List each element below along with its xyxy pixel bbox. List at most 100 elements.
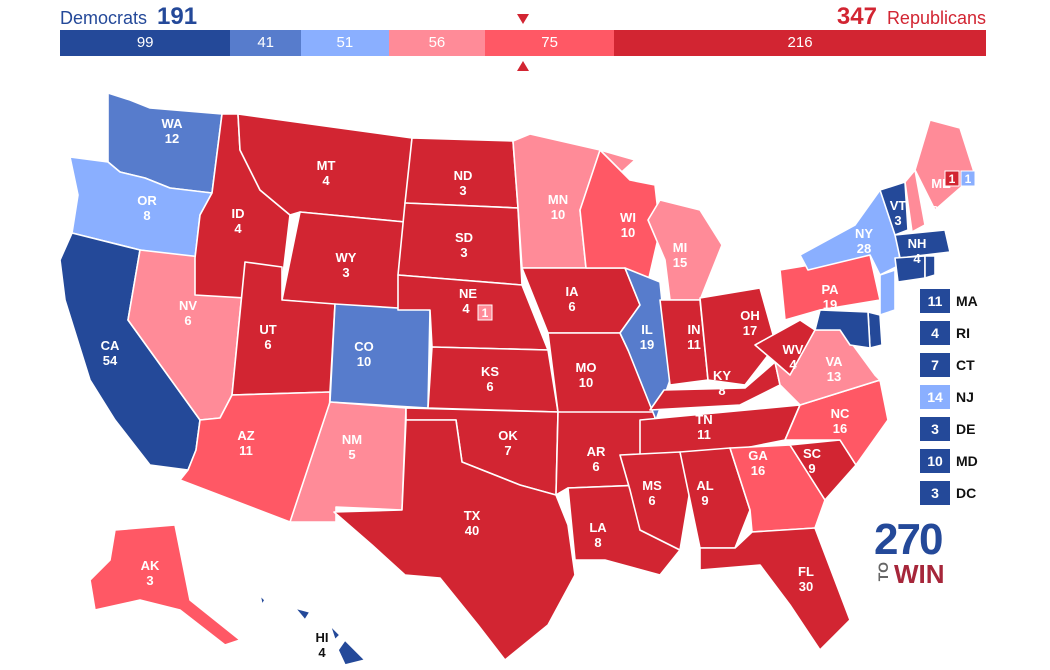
small-state-ma[interactable]: 11 MA [920,289,1010,315]
democrats-label: Democrats [60,8,148,28]
state-votes-tn: 11 [697,427,711,442]
district-chip-ne[interactable] [477,304,493,321]
state-label-oh: OH [740,308,760,323]
republicans-total-header: 347 Republicans [837,4,986,31]
state-hi-part[interactable] [329,624,341,641]
bar-segment-likely-rep: 75 [485,30,615,56]
state-md[interactable] [814,309,871,349]
bar-segment-safe-dem: 99 [60,30,231,56]
small-state-abbr: RI [956,325,970,341]
state-label-wa: WA [162,116,184,131]
small-state-abbr: CT [956,357,975,373]
electoral-vote-bar: 99 41 51 56 75 216 [60,30,986,56]
small-state-ri[interactable]: 4 RI [920,321,1010,347]
state-votes-wi: 10 [621,225,635,240]
state-votes-nm: 5 [348,447,355,462]
state-votes-nd: 3 [459,183,466,198]
state-label-il: IL [641,322,653,337]
state-votes-nc: 16 [833,421,847,436]
state-me[interactable] [914,119,976,211]
state-label-sd: SD [455,230,473,245]
state-label-ne: NE [459,286,477,301]
state-ri[interactable] [924,255,936,279]
state-votes-ks: 6 [486,379,493,394]
small-state-md[interactable]: 10 MD [920,449,1010,475]
state-al[interactable] [679,447,751,549]
state-nh[interactable] [904,169,926,233]
state-label-ga: GA [748,448,768,463]
small-state-votes: 3 [920,481,950,505]
small-state-ct[interactable]: 7 CT [920,353,1010,379]
state-oh[interactable] [699,287,777,386]
small-state-abbr: DE [956,421,976,437]
state-label-az: AZ [237,428,254,443]
state-label-ar: AR [587,444,606,459]
state-label-vt: VT [890,198,907,213]
state-hi-part[interactable] [337,639,366,666]
republicans-total: 347 [836,3,877,30]
state-label-tn: TN [695,412,712,427]
small-state-votes: 14 [920,385,950,409]
state-ak[interactable] [89,524,241,646]
district-chip-label-me: 1 [949,172,956,186]
state-votes-ut: 6 [264,337,271,352]
state-hi[interactable] [259,594,266,606]
state-label-ky: KY [713,368,731,383]
state-il[interactable] [619,267,671,421]
state-votes-mo: 10 [579,375,593,390]
small-state-votes: 3 [920,417,950,441]
state-ia[interactable] [521,267,641,334]
state-votes-ca: 54 [103,353,118,368]
state-votes-va: 13 [827,369,841,384]
state-label-al: AL [696,478,713,493]
state-label-ms: MS [642,478,662,493]
state-label-mt: MT [317,158,336,173]
state-label-ks: KS [481,364,499,379]
state-votes-mt: 4 [322,173,330,188]
state-votes-ia: 6 [568,299,575,314]
bar-segment-safe-rep: 216 [614,30,986,56]
state-votes-la: 8 [594,535,601,550]
state-votes-ok: 7 [504,443,511,458]
state-co[interactable] [329,303,431,409]
state-label-ok: OK [498,428,518,443]
state-vt[interactable] [879,181,909,236]
state-label-mo: MO [576,360,597,375]
270towin-logo: 270 TO WIN [872,515,952,589]
state-votes-me: 2 [931,203,938,218]
small-state-dc[interactable]: 3 DC [920,481,1010,507]
state-label-wy: WY [336,250,357,265]
state-votes-il: 19 [640,337,654,352]
state-label-nv: NV [179,298,197,313]
small-state-abbr: MD [956,453,978,469]
state-votes-ky: 8 [718,383,725,398]
district-chip-label-me: 1 [965,172,972,186]
state-label-sc: SC [803,446,822,461]
state-votes-tx: 40 [465,523,479,538]
state-fl[interactable] [699,527,851,651]
state-votes-ar: 6 [592,459,599,474]
state-votes-pa: 19 [823,297,837,312]
state-tx[interactable] [333,419,576,661]
state-nj[interactable] [879,269,896,316]
state-hi-part[interactable] [294,607,311,621]
state-votes-ne: 4 [462,301,470,316]
state-label-nm: NM [342,432,362,447]
state-wv[interactable] [754,319,816,376]
logo-number: 270 [874,515,943,564]
small-state-de[interactable]: 3 DE [920,417,1010,443]
state-votes-hi: 4 [318,645,326,660]
state-ma[interactable] [894,229,951,259]
state-label-ut: UT [259,322,276,337]
state-votes-nh: 4 [913,251,921,266]
270-marker-bottom-icon [517,61,529,71]
state-votes-al: 9 [701,493,708,508]
bar-segment-likely-dem: 41 [230,30,301,56]
small-state-nj[interactable]: 14 NJ [920,385,1010,411]
small-state-abbr: MA [956,293,978,309]
district-chip-me[interactable] [944,170,960,187]
democrats-total-header: Democrats 191 [60,4,197,31]
state-tn[interactable] [639,404,801,456]
district-chip-me[interactable] [960,170,976,187]
